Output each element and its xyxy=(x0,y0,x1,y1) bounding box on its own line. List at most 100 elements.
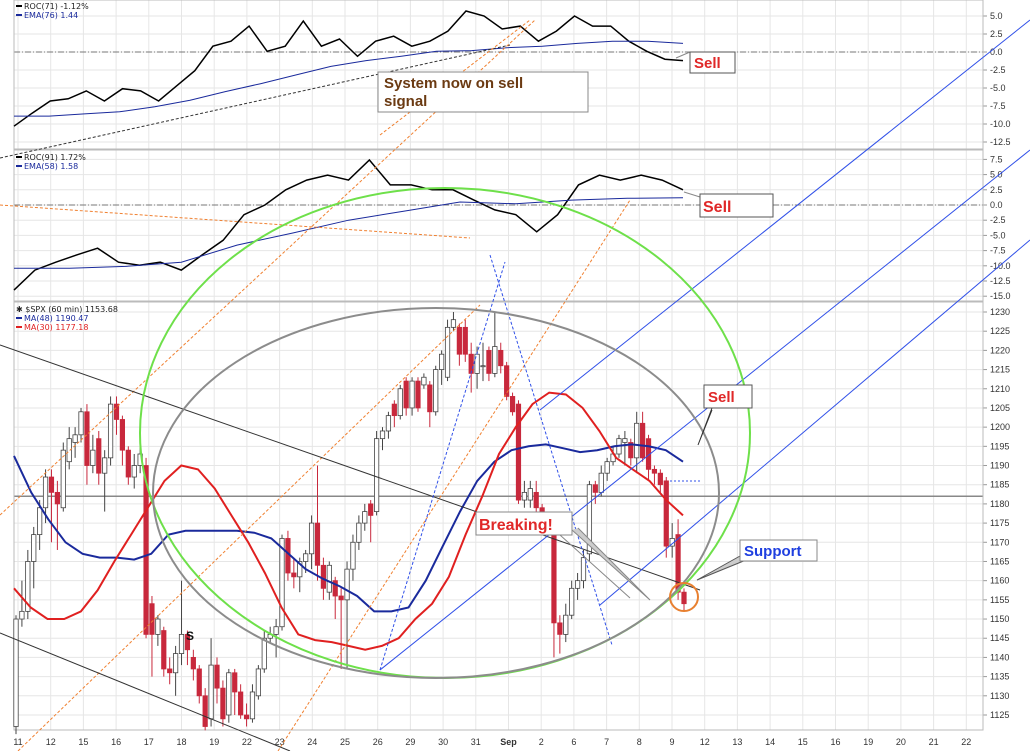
candle xyxy=(669,523,675,558)
candle-body xyxy=(320,564,326,589)
candle-body xyxy=(208,664,214,720)
candle xyxy=(356,515,362,550)
x-tick-label: 12 xyxy=(700,737,710,747)
trendlines xyxy=(0,19,1030,751)
candle xyxy=(421,373,427,389)
candle xyxy=(232,668,238,715)
candle-body xyxy=(563,614,569,635)
y-tick-label: -2.5 xyxy=(990,215,1006,225)
candle xyxy=(72,427,78,458)
candle-body xyxy=(155,618,161,635)
candle-body xyxy=(521,491,527,501)
candle xyxy=(504,361,510,401)
candle xyxy=(397,384,403,420)
candle xyxy=(521,480,527,508)
candle-body xyxy=(42,476,49,509)
roc-line xyxy=(13,158,684,291)
y-tick-label: 5.0 xyxy=(990,170,1003,180)
candle-body xyxy=(196,668,202,697)
candle xyxy=(391,400,397,428)
y-tick-label: -12.5 xyxy=(990,276,1011,286)
ema-line xyxy=(14,197,684,269)
candle xyxy=(226,668,232,723)
candle xyxy=(651,465,658,485)
blue-dashed-down xyxy=(489,254,613,646)
panel-frame xyxy=(13,149,984,302)
candle-body xyxy=(19,610,25,620)
y-tick-label: 1230 xyxy=(990,307,1010,317)
candle-body xyxy=(415,380,421,409)
y-tick-label: 2.5 xyxy=(990,29,1003,39)
candle-body xyxy=(421,376,427,386)
candle-body xyxy=(350,541,356,570)
x-tick-label: 14 xyxy=(765,737,775,747)
candle-body xyxy=(238,691,244,716)
candle-body xyxy=(557,622,563,635)
black-upper-trendline xyxy=(0,344,701,591)
x-tick-label: 20 xyxy=(896,737,906,747)
candle xyxy=(569,580,575,620)
candle xyxy=(592,480,598,504)
blue-channel-middle xyxy=(379,149,1030,671)
candle-body xyxy=(314,522,321,566)
x-tick-label: 8 xyxy=(637,737,642,747)
candle-body xyxy=(173,653,179,674)
candle-body xyxy=(480,365,486,368)
candle-body xyxy=(515,403,522,501)
candle-body xyxy=(84,411,90,466)
x-tick-label: 22 xyxy=(242,737,252,747)
candle-body xyxy=(48,476,55,493)
candle xyxy=(645,434,652,481)
candle-body xyxy=(243,714,250,720)
orange-channel-line-4 xyxy=(379,19,531,136)
candle xyxy=(574,572,581,600)
candle-body xyxy=(427,384,433,413)
axes: 11 12 15 16 17 18 19 22 23 24 25 26 29 30 31 Sep 2 6 7 8 9 12… xyxy=(13,0,1011,747)
candle-body xyxy=(368,503,374,516)
y-tick-label: 1130 xyxy=(990,691,1009,701)
candle-body xyxy=(338,595,344,601)
candle xyxy=(178,580,185,666)
grid xyxy=(14,0,983,730)
candle-body xyxy=(598,472,604,493)
candle xyxy=(31,526,37,589)
y-tick-label: 1160 xyxy=(990,576,1009,586)
x-tick-label: 23 xyxy=(275,737,285,747)
candle-body xyxy=(433,369,439,413)
y-tick-label: 1165 xyxy=(990,556,1009,566)
callout-sell-top: Sell xyxy=(675,51,736,74)
y-tick-label: 1210 xyxy=(990,384,1010,394)
y-tick-label: -15.0 xyxy=(990,291,1011,301)
x-tick-label: 31 xyxy=(471,737,481,747)
y-tick-label: 1195 xyxy=(990,441,1009,451)
x-tick-label: 16 xyxy=(830,737,840,747)
y-tick-label: 1145 xyxy=(990,633,1009,643)
candle-body xyxy=(232,672,238,693)
candle-body xyxy=(214,664,220,689)
candle-body xyxy=(167,668,173,674)
candle xyxy=(509,392,516,416)
candle xyxy=(125,446,131,485)
x-tick-label: 22 xyxy=(961,737,971,747)
candle xyxy=(131,454,137,489)
candle-body xyxy=(681,591,687,605)
candle xyxy=(433,365,439,416)
x-tick-label: 25 xyxy=(340,737,350,747)
candle xyxy=(663,477,669,558)
y-tick-label: 1225 xyxy=(990,326,1010,336)
candle-body xyxy=(72,434,78,443)
system-signal-line1: System now on sell xyxy=(384,75,523,92)
candle-body xyxy=(397,388,403,417)
y-tick-label: -2.5 xyxy=(990,65,1006,75)
candle-body xyxy=(379,430,386,440)
candle xyxy=(243,703,250,727)
candle-body xyxy=(663,480,669,547)
candle xyxy=(273,619,279,658)
candle xyxy=(403,377,409,416)
candle-body xyxy=(220,687,226,720)
orange-channel-line-2 xyxy=(17,304,481,751)
candle xyxy=(19,580,25,627)
candle xyxy=(102,450,108,512)
y-tick-label: 0.0 xyxy=(990,200,1003,210)
x-tick-label: 19 xyxy=(209,737,219,747)
